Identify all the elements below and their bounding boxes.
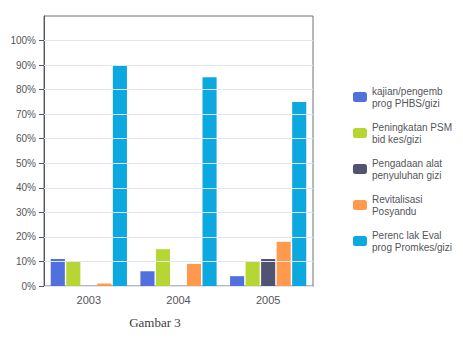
svg-text:Pengadaan alat: Pengadaan alat <box>372 158 442 169</box>
svg-text:10%: 10% <box>16 256 36 267</box>
svg-text:Perenc lak Eval: Perenc lak Eval <box>372 230 441 241</box>
svg-text:60%: 60% <box>16 133 36 144</box>
svg-text:2003: 2003 <box>77 294 101 306</box>
svg-text:Posyandu: Posyandu <box>372 206 416 217</box>
svg-text:Gambar 3: Gambar 3 <box>129 315 181 330</box>
svg-text:prog Promkes/gizi: prog Promkes/gizi <box>372 242 452 253</box>
svg-text:90%: 90% <box>16 60 36 71</box>
svg-text:kajian/pengemb: kajian/pengemb <box>372 86 443 97</box>
svg-text:50%: 50% <box>16 158 36 169</box>
svg-text:70%: 70% <box>16 109 36 120</box>
svg-text:prog PHBS/gizi: prog PHBS/gizi <box>372 98 440 109</box>
svg-text:penyuluhan gizi: penyuluhan gizi <box>372 170 442 181</box>
svg-text:100%: 100% <box>10 35 36 46</box>
svg-text:bid kes/gizi: bid kes/gizi <box>372 134 421 145</box>
svg-text:2005: 2005 <box>256 294 280 306</box>
svg-text:30%: 30% <box>16 207 36 218</box>
svg-text:Peningkatan PSM: Peningkatan PSM <box>372 122 452 133</box>
svg-text:20%: 20% <box>16 231 36 242</box>
svg-text:40%: 40% <box>16 182 36 193</box>
svg-text:Revitalisasi: Revitalisasi <box>372 194 423 205</box>
svg-text:80%: 80% <box>16 84 36 95</box>
svg-text:0%: 0% <box>22 281 37 292</box>
svg-text:2004: 2004 <box>166 294 190 306</box>
